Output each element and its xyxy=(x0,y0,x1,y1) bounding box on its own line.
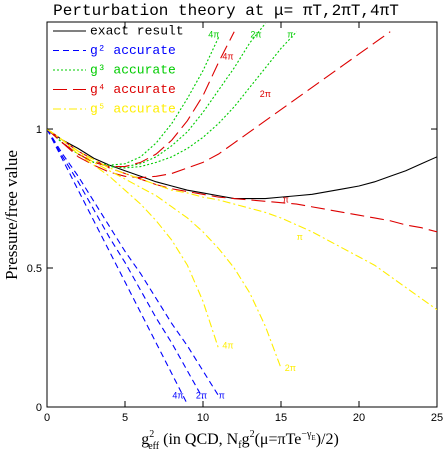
curve xyxy=(47,128,437,200)
legend-label: g³ accurate xyxy=(90,62,176,77)
x-label-part: eff xyxy=(148,441,160,452)
curve-label: 4π xyxy=(172,391,183,401)
curve-label: 2π xyxy=(285,363,296,373)
curve-label: 4π xyxy=(208,29,219,39)
x-tick-label: 10 xyxy=(197,412,209,424)
legend-label: g² accurate xyxy=(90,43,176,58)
x-label-part: (μ=πTe xyxy=(255,431,302,448)
x-label-part: E xyxy=(311,434,315,442)
curves xyxy=(47,23,437,405)
x-label-part: g xyxy=(141,431,149,448)
x-label-part: 2 xyxy=(149,429,154,440)
legend-label: exact result xyxy=(90,23,184,38)
legend-label: g⁵ accurate xyxy=(90,101,176,116)
curve xyxy=(47,31,391,179)
curve-label: π xyxy=(287,29,293,39)
x-tick-label: 15 xyxy=(275,412,287,424)
curve-label: 2π xyxy=(250,29,261,39)
x-label-part: 2 xyxy=(250,429,255,440)
y-axis-label: Pressure/free value xyxy=(2,150,21,280)
curve-label: 4π xyxy=(222,341,233,351)
curve-label: π xyxy=(219,391,225,401)
curve xyxy=(47,31,235,168)
x-label-part: (in QCD, N xyxy=(159,431,239,448)
x-label-part: g xyxy=(242,431,250,448)
x-tick-label: 0 xyxy=(44,412,50,424)
x-label-part: )/2) xyxy=(316,431,339,448)
plot-frame xyxy=(46,21,438,408)
curve xyxy=(47,128,220,397)
x-axis-label: g2 eff (in QCD, Nfg2(μ=πTe−γE)/2) xyxy=(141,429,339,452)
curve-label: 4π xyxy=(222,52,233,62)
x-label-part: −γ xyxy=(301,429,312,440)
curve-label: 2π xyxy=(196,391,207,401)
y-tick-label: 0.5 xyxy=(27,263,42,275)
curve-label: π xyxy=(297,232,303,242)
curve xyxy=(47,128,437,233)
x-tick-label: 25 xyxy=(431,412,443,424)
curve xyxy=(47,128,188,405)
curve xyxy=(47,128,220,349)
curve xyxy=(47,128,437,311)
x-label-part: f xyxy=(238,440,242,451)
chart-title: Perturbation theory at μ= πT,2πT,4πT xyxy=(53,2,399,20)
curve-label: 2π xyxy=(260,89,271,99)
y-tick-label: 1 xyxy=(36,124,42,136)
x-tick-label: 20 xyxy=(353,412,365,424)
y-tick-label: 0 xyxy=(36,402,42,414)
x-tick-label: 5 xyxy=(122,412,128,424)
curve xyxy=(47,31,298,169)
legend-label: g⁴ accurate xyxy=(90,82,176,97)
curve-label: π xyxy=(283,195,289,205)
curve xyxy=(47,128,204,399)
curve xyxy=(47,128,282,369)
